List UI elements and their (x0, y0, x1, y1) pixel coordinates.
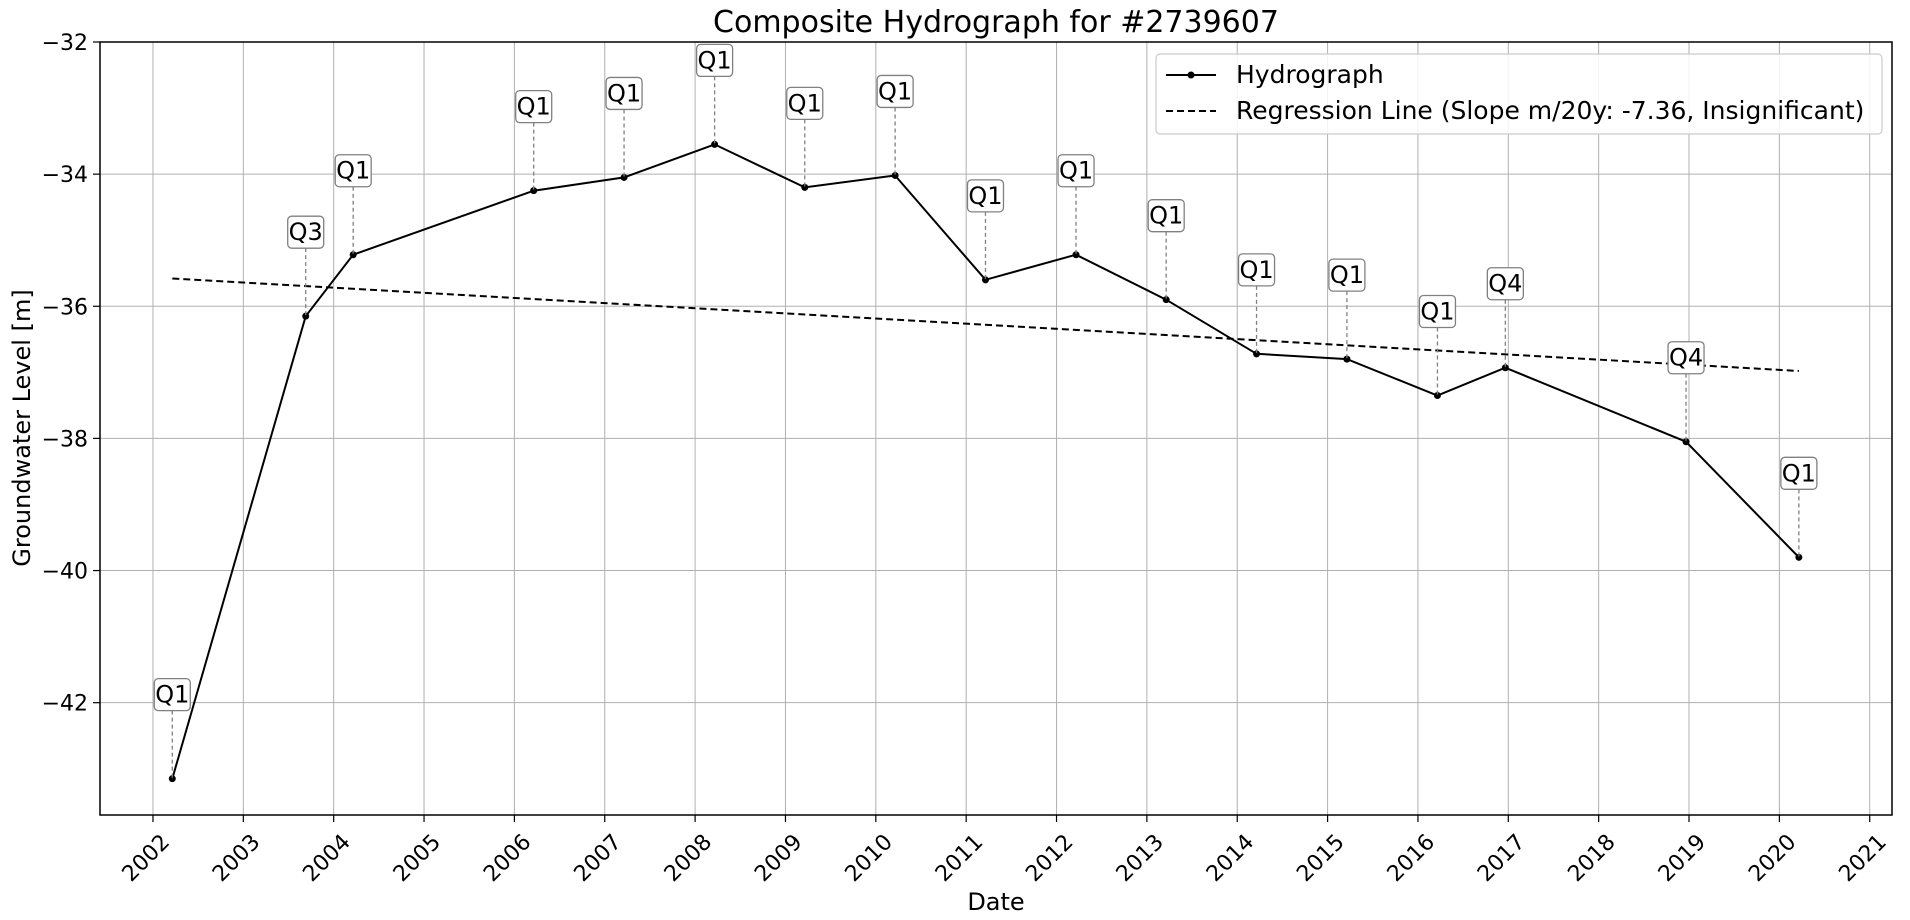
annotation-box (786, 86, 824, 121)
y-tick-label: −42 (42, 692, 88, 717)
legend-regression-label: Regression Line (Slope m/20y: -7.36, Ins… (1236, 96, 1864, 125)
y-tick-label: −34 (42, 163, 88, 188)
hydrograph-point (302, 312, 310, 320)
hydrograph-point (1162, 296, 1170, 304)
y-tick-label: −40 (42, 560, 88, 585)
legend: Hydrograph Regression Line (Slope m/20y:… (1155, 53, 1883, 135)
quarter-label: Q1 (607, 79, 641, 107)
hydrograph-point (1433, 391, 1441, 399)
quarter-label: Q1 (517, 93, 551, 121)
hydrograph-point (349, 251, 357, 259)
quarter-label: Q1 (968, 182, 1002, 210)
annotation-box (1237, 253, 1276, 287)
annotation-box (1147, 199, 1185, 233)
hydrograph-point (1072, 251, 1080, 259)
regression-line (172, 277, 1799, 372)
annotation-box (515, 90, 553, 124)
series-layer (168, 140, 1803, 783)
annotation-box (287, 215, 325, 249)
quarter-label: Q1 (1149, 202, 1183, 230)
quarter-label: Q1 (155, 681, 189, 709)
quarter-label: Q3 (289, 218, 323, 246)
annotation-box (1418, 294, 1457, 329)
quarter-label: Q4 (1669, 344, 1703, 372)
y-tick-label: −36 (42, 295, 88, 320)
annotation-layer: Q1 Q3 Q1 Q1 Q1 Q1 Q1 Q1 Q1 Q1 Q1 Q1 Q1 Q1 Q4 Q4 Q1 (153, 43, 1818, 779)
quarter-label: Q1 (1059, 157, 1093, 185)
annotation-box (1667, 341, 1705, 375)
quarter-label: Q1 (1330, 261, 1364, 289)
annotation-box (695, 43, 734, 78)
y-tick-label: −38 (42, 427, 88, 452)
x-axis-title: Date (967, 888, 1024, 916)
legend-box (1155, 53, 1883, 135)
quarter-label: Q1 (878, 77, 912, 105)
annotation-box (966, 179, 1005, 213)
hydrograph-point (711, 140, 719, 148)
annotation-box (1057, 154, 1095, 188)
quarter-label: Q1 (1782, 459, 1816, 487)
quarter-label: Q4 (1488, 270, 1522, 298)
hydrograph-point (1501, 364, 1509, 372)
hydrograph-point (981, 276, 989, 284)
annotation-box (1780, 456, 1818, 490)
chart-title: Composite Hydrograph for #2739607 (713, 5, 1279, 40)
quarter-label: Q1 (1239, 256, 1273, 284)
hydrograph-point (1682, 438, 1690, 446)
hydrograph-point (530, 187, 538, 195)
legend-hydrograph-label: Hydrograph (1236, 60, 1384, 89)
hydrograph-point (1343, 355, 1351, 363)
hydrograph-point (620, 173, 628, 181)
quarter-label: Q1 (336, 157, 370, 185)
hydrograph-point (168, 775, 176, 783)
annotation-box (1486, 267, 1524, 301)
grid (100, 41, 1892, 815)
y-tick-label: −32 (42, 31, 88, 56)
quarter-label: Q1 (1420, 297, 1454, 325)
y-axis-title: Groundwater Level [m] (8, 289, 36, 566)
annotation-box (876, 74, 914, 109)
plot-frame (99, 41, 1893, 816)
quarter-label: Q1 (788, 89, 822, 117)
legend-hydrograph-marker (1187, 71, 1195, 79)
annotation-box (153, 678, 191, 712)
hydrograph-point (891, 171, 899, 179)
hydrograph-point (1253, 350, 1261, 358)
hydrograph-point (1795, 553, 1803, 561)
annotation-box (334, 154, 372, 188)
hydrograph-point (801, 183, 809, 191)
quarter-label: Q1 (698, 46, 732, 74)
annotation-box (605, 76, 643, 111)
annotation-box (1328, 258, 1366, 292)
